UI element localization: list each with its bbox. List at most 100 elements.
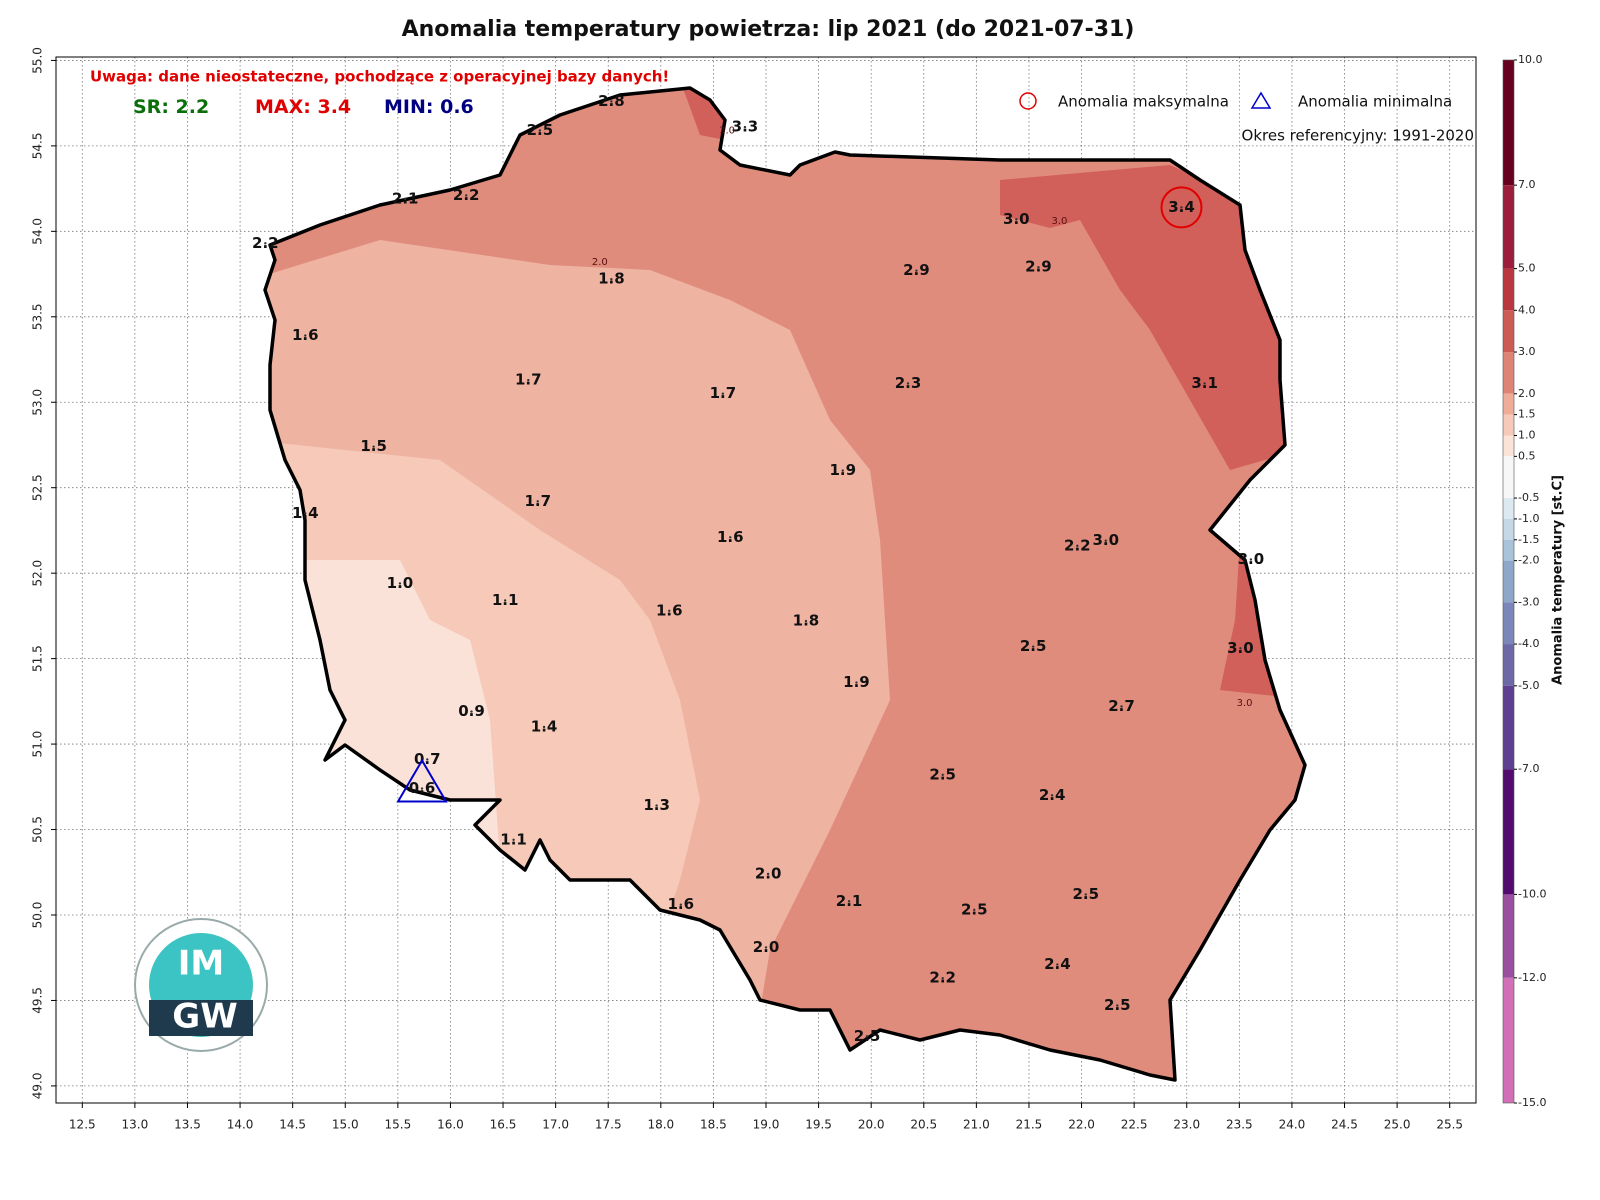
colorbar-bin (1503, 644, 1514, 686)
y-tick-label: 54.0 (31, 218, 45, 245)
x-tick-label: 23.5 (1226, 1118, 1253, 1132)
x-tick-label: 21.0 (963, 1118, 990, 1132)
y-tick-label: 49.5 (31, 987, 45, 1014)
station-value: 1.4 (531, 717, 558, 735)
station-value: 3.0 (1003, 210, 1030, 228)
station (743, 125, 747, 129)
station (1203, 382, 1206, 385)
x-tick-label: 20.5 (910, 1118, 937, 1132)
station-value: 3.0 (1227, 639, 1254, 657)
x-tick-label: 18.0 (647, 1118, 674, 1132)
station (655, 804, 658, 807)
station (865, 1035, 869, 1038)
station-value: 2.3 (895, 374, 922, 392)
x-tick-label: 14.0 (227, 1118, 254, 1132)
station-value: 2.5 (1020, 637, 1047, 655)
stat-max: MAX: 3.4 (255, 96, 351, 118)
station (766, 872, 770, 876)
station (1180, 206, 1183, 209)
station-value: 1.4 (292, 504, 319, 522)
colorbar-tick-label: -2.0 (1518, 554, 1539, 567)
station (668, 609, 671, 612)
station (721, 392, 725, 395)
colorbar-bin (1503, 498, 1514, 519)
station (679, 903, 682, 906)
station-value: 2.8 (598, 92, 625, 110)
colorbar-bin (1503, 894, 1514, 978)
x-tick-label: 19.5 (805, 1118, 832, 1132)
station (536, 500, 539, 503)
station (729, 536, 732, 539)
x-tick-label: 12.5 (69, 1118, 96, 1132)
logo-text: IM (178, 944, 224, 984)
station-value: 1.1 (492, 591, 519, 609)
station (610, 277, 613, 281)
station-value: 3.4 (1168, 198, 1195, 216)
logo-text: GW (172, 997, 237, 1037)
station-value: 2.9 (903, 261, 930, 279)
contour-label: 3.0 (719, 125, 735, 136)
station-value: 1.5 (360, 437, 387, 455)
station (420, 787, 424, 790)
station (941, 773, 944, 777)
colorbar-bin (1503, 560, 1514, 603)
colorbar-tick-label: 3.0 (1518, 345, 1536, 358)
x-tick-label: 14.5 (279, 1118, 306, 1132)
station (764, 946, 768, 949)
station (1015, 218, 1018, 221)
station-value: 2.2 (453, 186, 480, 204)
station (1120, 705, 1123, 708)
station (542, 725, 546, 729)
station (915, 269, 918, 272)
x-tick-label: 13.0 (122, 1118, 149, 1132)
station (1037, 266, 1040, 269)
y-tick-label: 50.0 (31, 902, 45, 929)
colorbar-tick-label: 0.5 (1518, 449, 1536, 462)
colorbar-frame (1502, 59, 1515, 1104)
colorbar-tick-label: 10.0 (1518, 53, 1543, 66)
station-value: 2.9 (1025, 258, 1052, 276)
warning: Uwaga: dane nieostateczne, pochodzące z … (90, 68, 669, 86)
colorbar-tick-label: -7.0 (1518, 762, 1539, 775)
colorbar-bin (1503, 685, 1514, 770)
station-value: 1.9 (843, 673, 870, 691)
legend-min: Anomalia minimalna (1298, 93, 1452, 111)
colorbar-bin (1503, 268, 1514, 311)
contour-label: 3.0 (1052, 216, 1068, 227)
colorbar-bin (1503, 602, 1514, 645)
x-tick-label: 15.5 (384, 1118, 411, 1132)
station (527, 378, 530, 382)
legend-max: Anomalia maksymalna (1058, 93, 1229, 111)
colorbar-tick-label: 1.0 (1518, 428, 1536, 441)
x-tick-label: 20.0 (858, 1118, 885, 1132)
station (804, 619, 808, 623)
station (1104, 539, 1107, 542)
colorbar-bin (1503, 977, 1514, 1103)
station-value: 1.6 (656, 601, 683, 619)
station-value: 3.0 (1238, 550, 1265, 568)
station (1249, 558, 1253, 561)
station (847, 900, 851, 903)
x-tick-label: 21.5 (1016, 1118, 1043, 1132)
station-value: 3.0 (1092, 531, 1119, 549)
stat-label: MAX: (255, 96, 311, 118)
colorbar-tick-label: 1.5 (1518, 408, 1536, 421)
station (1116, 1004, 1119, 1007)
station (398, 582, 402, 585)
colorbar-bin (1503, 769, 1514, 895)
station (426, 758, 429, 761)
colorbar-tick-label: -1.5 (1518, 533, 1539, 546)
x-tick-label: 25.5 (1436, 1118, 1463, 1132)
colorbar-tick-label: 5.0 (1518, 262, 1536, 275)
station (906, 382, 910, 385)
y-tick-label: 53.0 (31, 389, 45, 416)
station (304, 512, 307, 515)
station (404, 197, 407, 201)
x-tick-label: 17.5 (595, 1118, 622, 1132)
stat-value: 2.2 (176, 96, 210, 118)
station (304, 334, 307, 337)
station-value: 3.1 (1191, 374, 1218, 392)
colorbar-bin (1503, 518, 1514, 540)
y-tick-label: 54.5 (31, 133, 45, 160)
country-border (263, 86, 1307, 1082)
